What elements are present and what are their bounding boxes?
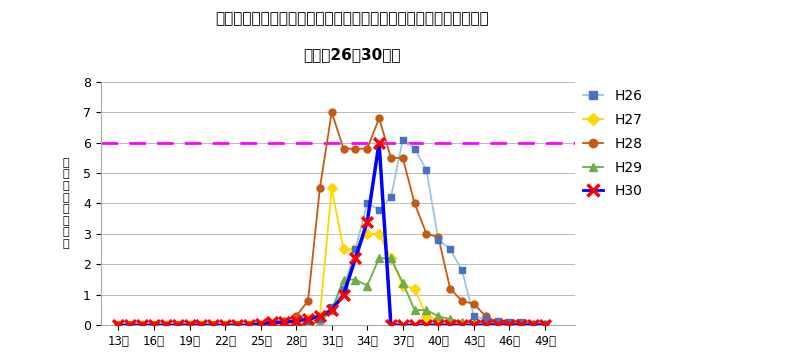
Point <box>254 321 267 327</box>
Point <box>538 321 551 327</box>
Point <box>242 322 255 328</box>
Point <box>396 322 409 328</box>
Point <box>385 322 398 328</box>
Point <box>361 219 374 225</box>
Point <box>171 322 184 328</box>
Point <box>467 313 480 319</box>
Point <box>515 319 528 325</box>
Legend: H26, H27, H28, H29, H30: H26, H27, H28, H29, H30 <box>577 84 648 204</box>
Point <box>136 322 149 328</box>
Point <box>266 322 279 328</box>
Point <box>491 318 504 324</box>
Point <box>349 256 362 261</box>
Point <box>171 322 184 328</box>
Point <box>491 322 504 328</box>
Point <box>314 313 326 319</box>
Point <box>112 322 125 328</box>
Point <box>337 286 350 291</box>
Point <box>124 322 137 328</box>
Point <box>420 167 433 173</box>
Point <box>456 322 469 328</box>
Point <box>148 322 161 328</box>
Point <box>456 268 469 273</box>
Point <box>408 322 421 328</box>
Point <box>159 322 172 328</box>
Point <box>278 321 290 327</box>
Y-axis label: 患
者
報
告
数
（
人
）: 患 者 報 告 数 （ 人 ） <box>63 158 70 249</box>
Point <box>432 322 445 328</box>
Point <box>266 319 279 325</box>
Point <box>337 292 350 298</box>
Point <box>326 304 338 310</box>
Text: （平成26〜30年）: （平成26〜30年） <box>303 47 401 62</box>
Point <box>314 316 326 322</box>
Point <box>408 146 421 152</box>
Point <box>148 322 161 328</box>
Point <box>373 207 386 212</box>
Point <box>183 322 196 328</box>
Point <box>290 319 302 325</box>
Point <box>503 319 516 325</box>
Point <box>302 318 314 324</box>
Point <box>432 237 445 243</box>
Point <box>195 322 208 328</box>
Point <box>361 201 374 207</box>
Point <box>538 322 551 328</box>
Point <box>230 322 243 328</box>
Point <box>183 322 196 328</box>
Point <box>136 322 149 328</box>
Point <box>396 136 409 142</box>
Point <box>159 322 172 328</box>
Point <box>207 322 220 328</box>
Point <box>479 322 492 328</box>
Point <box>230 322 243 328</box>
Point <box>195 322 208 328</box>
Point <box>420 322 433 328</box>
Point <box>207 322 220 328</box>
Point <box>467 322 480 328</box>
Point <box>503 322 516 328</box>
Text: 宮城県における一定点医療機関当たりのヘルパンギーナ患者報告数: 宮城県における一定点医療機関当たりのヘルパンギーナ患者報告数 <box>215 11 489 26</box>
Point <box>326 307 338 313</box>
Point <box>526 322 539 328</box>
Point <box>526 321 539 327</box>
Point <box>373 140 386 146</box>
Point <box>242 322 255 328</box>
Point <box>278 319 290 325</box>
Point <box>302 316 314 322</box>
Point <box>444 322 457 328</box>
Point <box>254 322 267 328</box>
Point <box>515 322 528 328</box>
Point <box>218 322 231 328</box>
Point <box>385 195 398 200</box>
Point <box>124 322 137 328</box>
Point <box>479 316 492 322</box>
Point <box>349 246 362 252</box>
Point <box>112 322 125 328</box>
Point <box>218 322 231 328</box>
Point <box>290 318 302 324</box>
Point <box>444 246 457 252</box>
